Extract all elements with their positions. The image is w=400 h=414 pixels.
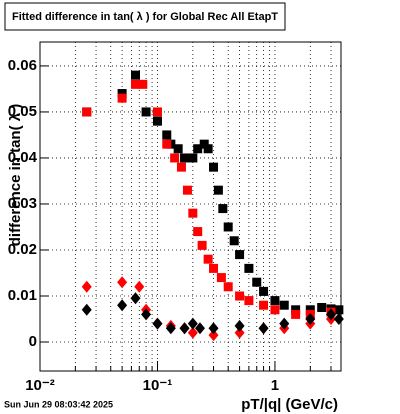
point [259,286,269,296]
point [194,322,205,335]
point [244,296,254,306]
point [209,263,219,273]
point [244,263,254,273]
point [208,322,219,335]
point [162,139,172,149]
x-tick-label: 1 [271,377,279,394]
point [199,139,209,149]
plot-frame [39,41,342,372]
point [203,254,213,264]
point [279,317,290,330]
point [252,277,262,287]
point [130,70,140,80]
point [152,116,162,126]
chart-title: Fitted difference in tan( λ ) for Global… [12,11,278,23]
point [182,185,192,195]
point [234,326,245,339]
x-axis-label: pT/|q| (GeV/c) [241,396,338,413]
point [117,89,127,99]
point [193,227,203,237]
point [138,79,148,89]
title-box [4,2,286,31]
point [208,329,219,342]
point [203,144,213,154]
point [223,222,233,232]
point [188,208,198,218]
point [317,303,327,313]
point [218,204,228,214]
point [130,292,141,305]
point [179,322,190,335]
point [333,313,344,326]
y-tick-label: 0.05 [8,103,37,120]
point [213,185,223,195]
y-tick-label: 0.03 [8,195,37,212]
x-tick-label: 10⁻² [25,377,55,394]
point [258,322,269,335]
point [117,93,127,103]
point [305,313,316,326]
point [152,107,162,117]
point [235,291,245,301]
point [117,299,128,312]
point [305,305,315,315]
point [141,308,152,321]
point [176,162,186,172]
y-tick-label: 0.01 [8,287,37,304]
point [130,79,140,89]
point [187,326,198,339]
y-tick-label: 0.02 [8,241,37,258]
point [229,236,239,246]
point [279,300,289,310]
point [152,317,163,330]
point [235,250,245,260]
point [82,107,92,117]
point [209,162,219,172]
point [134,280,145,293]
x-tick-label: 10⁻¹ [143,377,173,394]
point [193,144,203,154]
y-axis-label: difference in tan( λ ) [7,104,24,247]
point [291,309,301,319]
y-tick-label: 0 [29,333,37,350]
point [270,305,280,315]
point [234,319,245,332]
point [325,308,336,321]
y-tick-label: 0.06 [8,57,37,74]
point [162,130,172,140]
point [141,107,151,117]
point [173,144,183,154]
timestamp: Sun Jun 29 08:03:42 2025 [4,399,113,409]
point [187,317,198,330]
point [223,282,233,292]
point [170,153,180,163]
point [81,303,92,316]
y-tick-label: 0.04 [8,149,38,166]
point [270,296,280,306]
point [188,153,198,163]
point [81,280,92,293]
point [334,305,344,315]
point [216,273,226,283]
point [259,300,269,310]
point [180,153,190,163]
point [197,240,207,250]
point [291,305,301,315]
point [165,322,176,335]
point [117,276,128,289]
